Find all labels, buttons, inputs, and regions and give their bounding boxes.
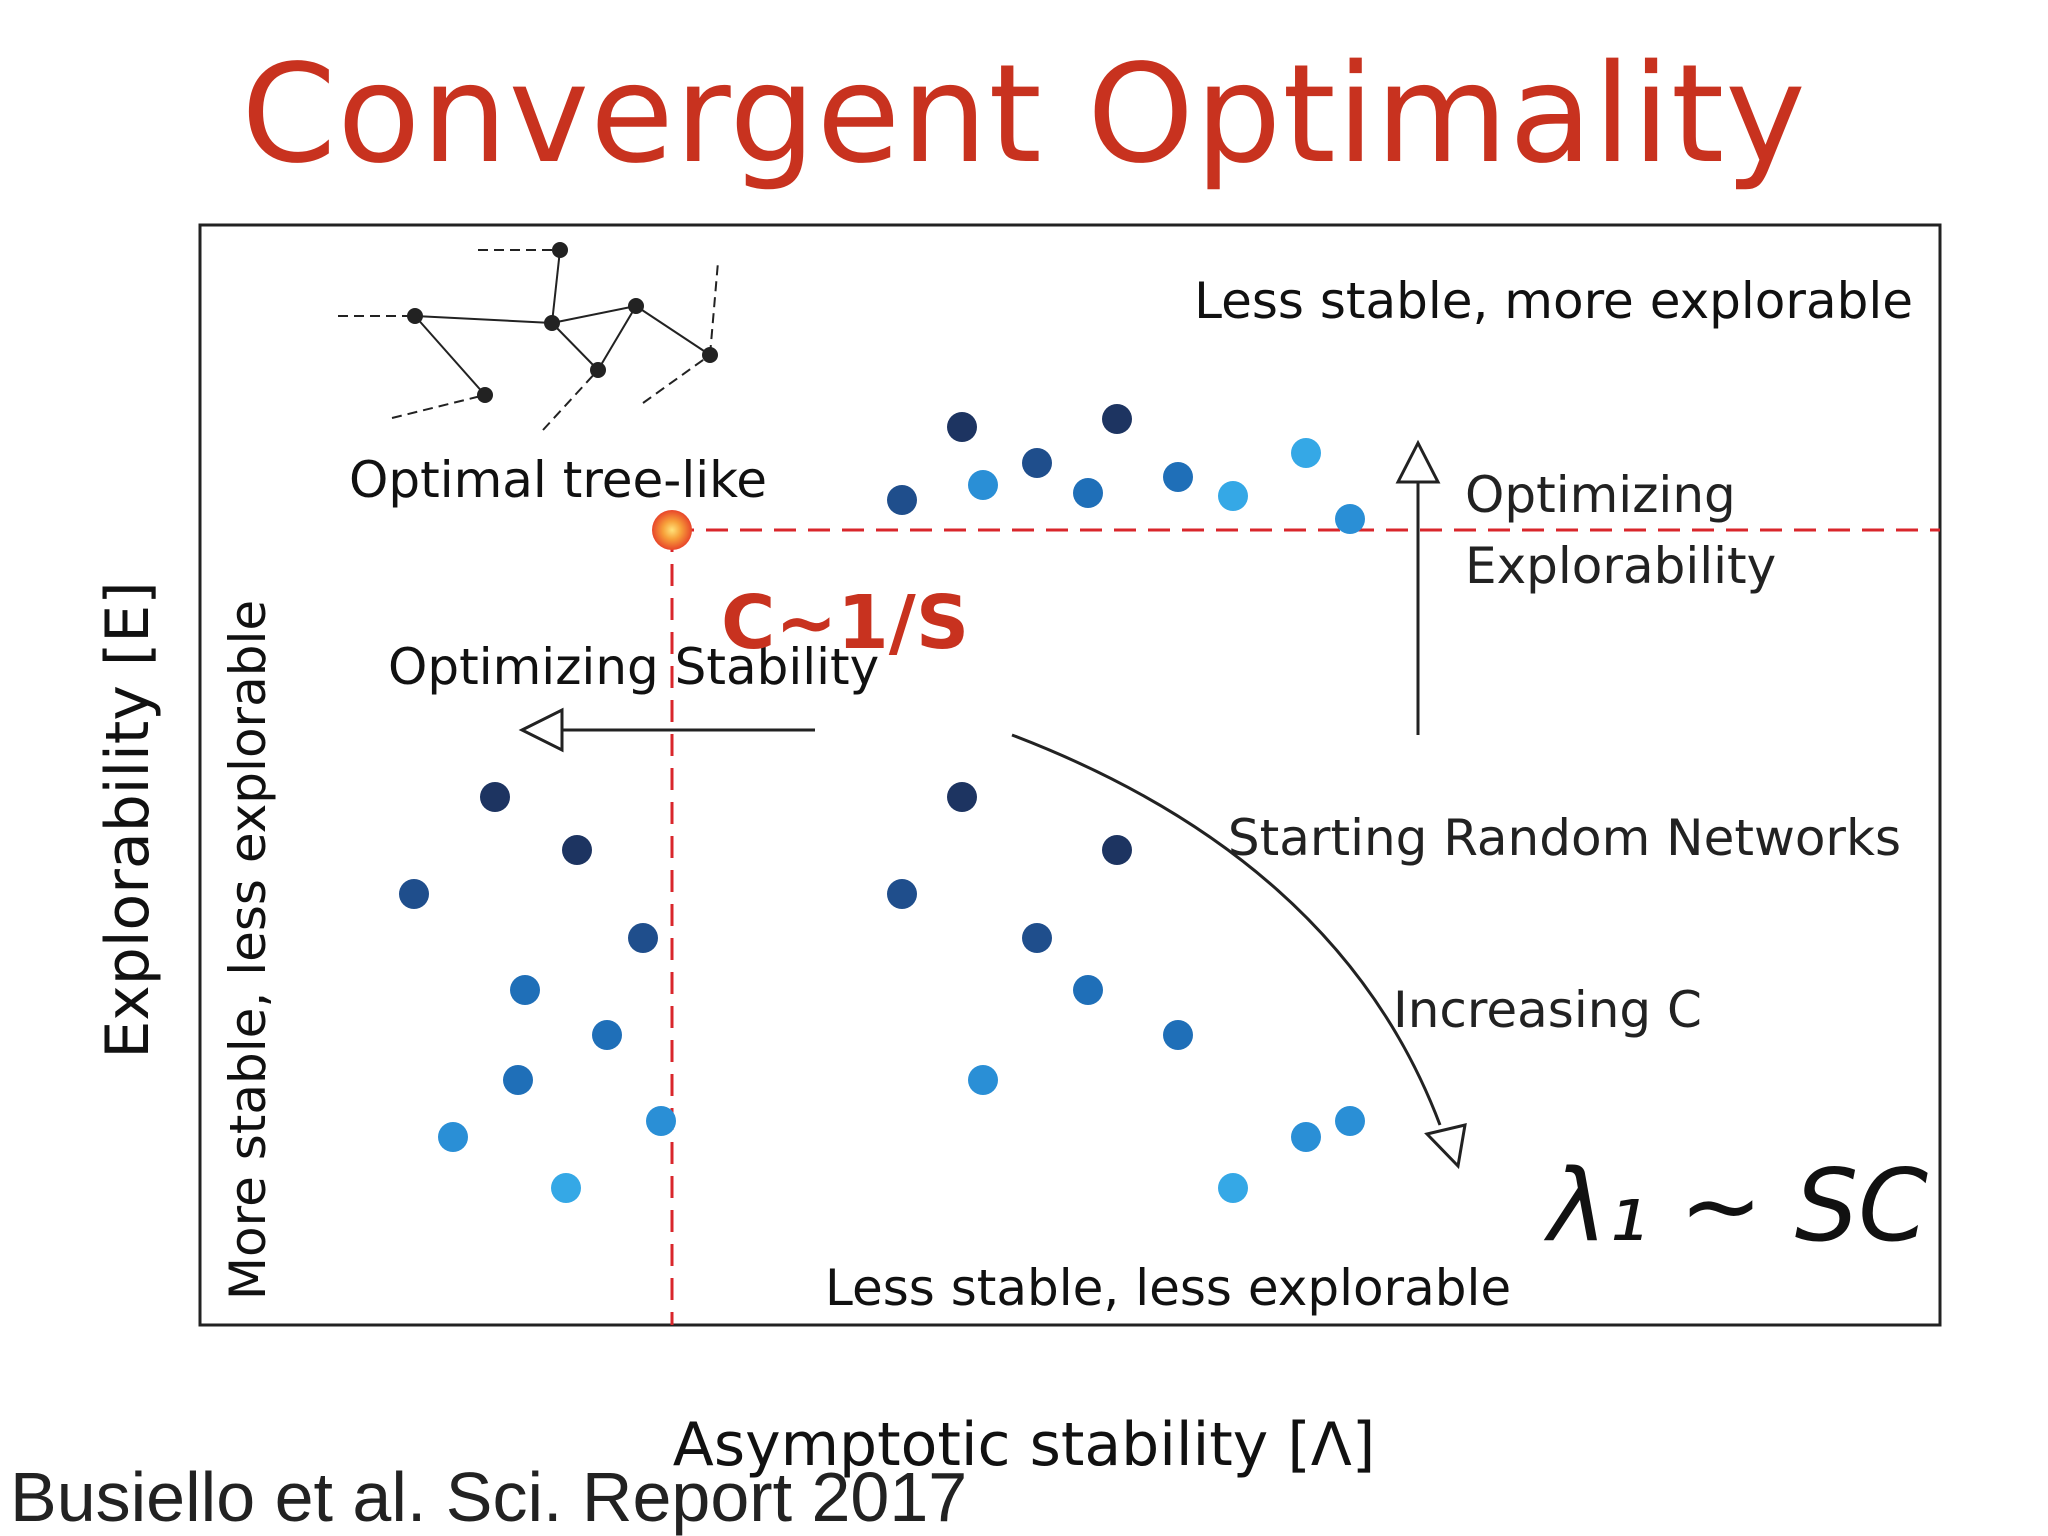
data-point	[1335, 1106, 1365, 1136]
label-optimal: Optimal tree-like	[349, 451, 767, 509]
data-point	[1218, 481, 1248, 511]
data-point	[1291, 1122, 1321, 1152]
data-point	[1291, 438, 1321, 468]
data-point	[1102, 835, 1132, 865]
data-point	[968, 1065, 998, 1095]
label-starting-random: Starting Random Networks	[1228, 809, 1901, 867]
data-point	[592, 1020, 622, 1050]
data-point	[551, 1173, 581, 1203]
data-point	[646, 1106, 676, 1136]
slide-title: Convergent Optimality	[241, 36, 1807, 194]
data-point	[562, 835, 592, 865]
left-cluster	[399, 782, 676, 1203]
label-left-vertical: More stable, less explorable	[219, 600, 277, 1300]
data-point	[399, 879, 429, 909]
data-point	[1022, 923, 1052, 953]
data-point	[887, 879, 917, 909]
data-point	[1218, 1173, 1248, 1203]
data-point	[510, 975, 540, 1005]
top-cluster	[887, 404, 1365, 534]
optimizing-stability-arrow	[518, 707, 815, 753]
data-point	[1102, 404, 1132, 434]
data-point	[628, 923, 658, 953]
glowing-dot-icon	[652, 510, 692, 550]
tree-network-icon	[338, 242, 719, 431]
citation: Busiello et al. Sci. Report 2017	[10, 1458, 968, 1536]
data-point	[480, 782, 510, 812]
label-optimizing-explorability-2: Explorability	[1465, 537, 1776, 595]
plot-frame	[198, 223, 1942, 1327]
increasing-c-arrow	[1011, 733, 1467, 1170]
data-point	[1335, 504, 1365, 534]
data-point	[947, 412, 977, 442]
data-point	[1163, 1020, 1193, 1050]
label-top-right: Less stable, more explorable	[1194, 272, 1913, 330]
relation-label: C~1/S	[721, 580, 969, 666]
data-point	[1073, 478, 1103, 508]
formula-label: λ₁ ~ SC	[1543, 1147, 1928, 1264]
data-point	[887, 485, 917, 515]
data-point	[1163, 462, 1193, 492]
label-bottom: Less stable, less explorable	[825, 1259, 1511, 1317]
label-optimizing-explorability-1: Optimizing	[1465, 466, 1736, 524]
data-point	[947, 782, 977, 812]
data-point	[1073, 975, 1103, 1005]
label-increasing-c: Increasing C	[1393, 981, 1702, 1039]
right-cluster	[887, 782, 1365, 1203]
data-point	[438, 1122, 468, 1152]
data-point	[968, 470, 998, 500]
x-axis-label: Asymptotic stability [Λ]	[672, 1410, 1376, 1480]
data-point	[1022, 448, 1052, 478]
label-optimizing-stability: Optimizing Stability	[388, 638, 879, 696]
optimizing-explorability-arrow	[1395, 439, 1441, 735]
data-point	[503, 1065, 533, 1095]
